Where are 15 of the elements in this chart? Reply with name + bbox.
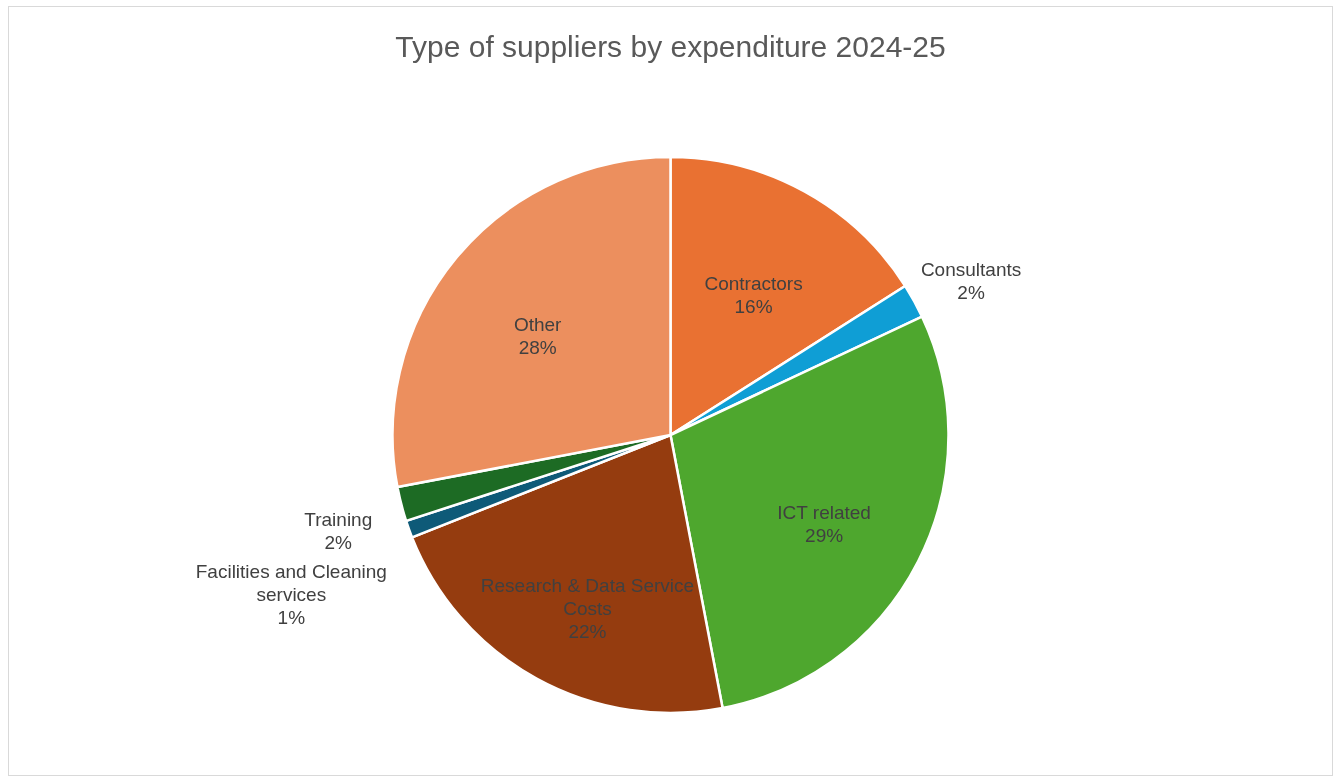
slice-label: Training [304,509,373,531]
data-label: 22% [568,621,607,643]
slice-label: Other [513,314,563,336]
data-label: 16% [734,295,773,317]
slice-label: Consultants [920,258,1022,280]
slice-label: ICT related [777,502,871,524]
data-label: 1% [277,606,306,628]
data-label: 2% [957,281,985,303]
data-label: 29% [805,525,844,547]
slice-label: Research & Data Service Costs [480,575,695,620]
slice-label: Contractors [704,272,803,294]
data-label: 28% [518,337,557,359]
slice-label: Facilities and Cleaning services [195,560,387,605]
chart-title: Type of suppliers by expenditure 2024-25 [395,30,946,63]
data-label: 2% [324,532,353,554]
